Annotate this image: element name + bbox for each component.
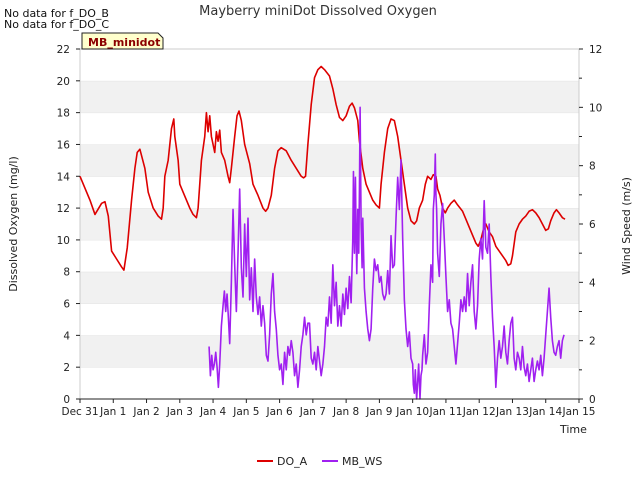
x-tick-label: Dec 31 bbox=[61, 406, 98, 418]
grid-band bbox=[80, 208, 579, 240]
y-left-tick-label: 12 bbox=[57, 203, 70, 215]
x-tick-label: Jan 1 bbox=[99, 406, 126, 418]
grid-band bbox=[80, 335, 579, 368]
legend: DO_A MB_WS bbox=[257, 455, 382, 468]
x-tick-label: Jan 5 bbox=[232, 406, 259, 418]
grid-band bbox=[80, 176, 579, 209]
grid-band bbox=[80, 112, 579, 145]
x-tick-label: Jan 9 bbox=[365, 406, 392, 418]
y-left-tick-label: 16 bbox=[57, 139, 71, 151]
y-left-tick-label: 8 bbox=[63, 267, 70, 279]
y-right-tick-label: 2 bbox=[589, 336, 596, 348]
no-data-note-2: No data for f_DO_C bbox=[4, 18, 110, 31]
series-line-mb-ws bbox=[208, 106, 565, 400]
grid-band bbox=[80, 367, 579, 399]
x-tick-label: Jan 14 bbox=[528, 406, 562, 418]
chart-title: Mayberry miniDot Dissolved Oxygen bbox=[199, 4, 437, 19]
y-right-tick-label: 8 bbox=[589, 161, 596, 173]
y-right-tick-label: 6 bbox=[589, 219, 596, 231]
y-left-tick-label: 20 bbox=[57, 76, 70, 88]
y-left-tick-label: 4 bbox=[63, 330, 70, 342]
x-tick-label: Jan 13 bbox=[495, 406, 529, 418]
y-left-tick-label: 18 bbox=[57, 108, 70, 120]
grid-band bbox=[80, 239, 579, 272]
y-axis-right-title: Wind Speed (m/s) bbox=[620, 177, 633, 275]
site-label: MB_minidot bbox=[88, 36, 160, 49]
legend-label-do-a: DO_A bbox=[277, 455, 308, 468]
y-left-tick-label: 10 bbox=[57, 235, 70, 247]
y-left-tick-label: 6 bbox=[63, 299, 70, 311]
x-tick-label: Jan 10 bbox=[395, 406, 429, 418]
y-right-tick-label: 0 bbox=[589, 394, 596, 406]
x-tick-label: Jan 2 bbox=[132, 406, 159, 418]
legend-label-mb-ws: MB_WS bbox=[342, 455, 382, 468]
x-tick-label: Jan 11 bbox=[428, 406, 462, 418]
x-tick-label: Jan 7 bbox=[299, 406, 326, 418]
x-tick-label: Jan 12 bbox=[462, 406, 496, 418]
y-left-tick-label: 0 bbox=[63, 394, 70, 406]
grid-bands bbox=[80, 48, 579, 399]
x-axis-title: Time bbox=[559, 423, 587, 436]
series-layer bbox=[79, 65, 566, 400]
x-tick-label: Jan 3 bbox=[166, 406, 193, 418]
y-right-tick-label: 12 bbox=[589, 44, 602, 56]
x-tick-label: Jan 8 bbox=[332, 406, 359, 418]
no-data-note-1: No data for f_DO_B bbox=[4, 7, 109, 20]
series-line-do-a bbox=[79, 65, 566, 271]
y-axis-left-title: Dissolved Oxygen (mg/l) bbox=[7, 156, 20, 291]
y-right-tick-label: 4 bbox=[589, 277, 596, 289]
x-tick-label: Jan 4 bbox=[199, 406, 227, 418]
grid-band bbox=[80, 144, 579, 177]
axes: Dec 31 Jan 1 Jan 2 Jan 3 Jan 4 Jan 5 Jan 6 Jan … bbox=[57, 44, 603, 418]
x-tick-label: Jan 6 bbox=[265, 406, 293, 418]
y-left-tick-label: 22 bbox=[57, 44, 70, 56]
y-left-tick-label: 14 bbox=[57, 171, 71, 183]
y-left-tick-label: 2 bbox=[63, 362, 70, 374]
y-right-tick-label: 10 bbox=[589, 102, 602, 114]
site-label-box: MB_minidot bbox=[81, 32, 164, 50]
x-tick-label: Jan 15 bbox=[562, 406, 596, 418]
grid-band bbox=[80, 80, 579, 113]
